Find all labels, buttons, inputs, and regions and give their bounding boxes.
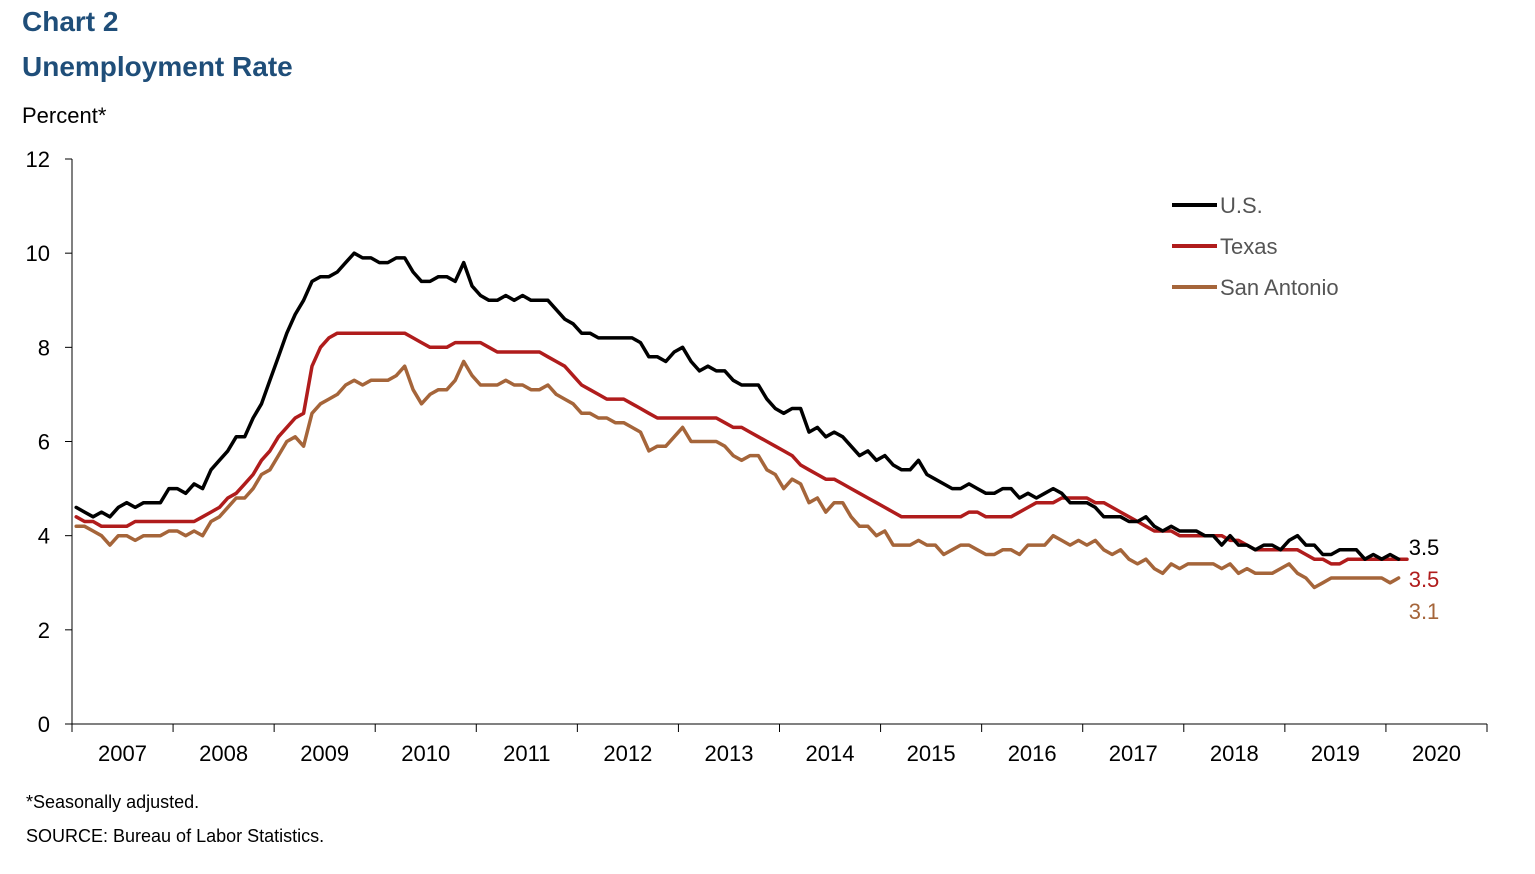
x-tick-label: 2015: [907, 741, 956, 766]
legend-label-u-s: U.S.: [1220, 193, 1263, 218]
y-tick-label: 2: [38, 618, 50, 643]
x-tick-label: 2012: [603, 741, 652, 766]
x-tick-label: 2013: [704, 741, 753, 766]
x-tick-label: 2011: [503, 741, 550, 766]
series-line-san-antonio: [74, 359, 1401, 590]
x-tick-label: 2014: [806, 741, 855, 766]
end-label-texas: 3.5: [1409, 567, 1440, 592]
y-tick-label: 0: [38, 712, 50, 737]
chart-title: Unemployment Rate: [22, 51, 293, 82]
chart-number: Chart 2: [22, 6, 119, 37]
legend: U.S. Texas San Antonio: [1172, 193, 1339, 300]
source-note: SOURCE: Bureau of Labor Statistics.: [26, 826, 325, 846]
x-tick-label: 2008: [199, 741, 248, 766]
y-axis-unit-label: Percent*: [22, 103, 107, 128]
end-labels: 3.5 3.5 3.1: [1409, 535, 1440, 624]
end-label-u-s: 3.5: [1409, 535, 1440, 560]
series-line-texas: [74, 331, 1409, 566]
y-tick-label: 4: [38, 524, 50, 549]
x-tick-label: 2019: [1311, 741, 1360, 766]
x-tick-label: 2017: [1109, 741, 1158, 766]
x-tick-label: 2009: [300, 741, 349, 766]
y-tick-label: 8: [38, 335, 50, 360]
x-tick-label: 2007: [98, 741, 147, 766]
series-lines: [74, 251, 1409, 590]
x-tick-label: 2018: [1210, 741, 1259, 766]
legend-label-san-antonio: San Antonio: [1220, 275, 1339, 300]
x-tick-label: 2020: [1412, 741, 1461, 766]
series-line-u-s: [74, 251, 1401, 561]
y-tick-label: 10: [26, 241, 50, 266]
x-tick-label: 2016: [1008, 741, 1057, 766]
legend-label-texas: Texas: [1220, 234, 1277, 259]
footnote: *Seasonally adjusted.: [26, 792, 200, 812]
y-tick-label: 6: [38, 430, 50, 455]
y-tick-label: 12: [26, 147, 50, 172]
x-tick-label: 2010: [401, 741, 450, 766]
axes: 0 2 4 6 8 10 12 2007 2008 2009 2010 2011 2012 2013 201…: [26, 147, 1488, 766]
end-label-san-antonio: 3.1: [1409, 599, 1440, 624]
